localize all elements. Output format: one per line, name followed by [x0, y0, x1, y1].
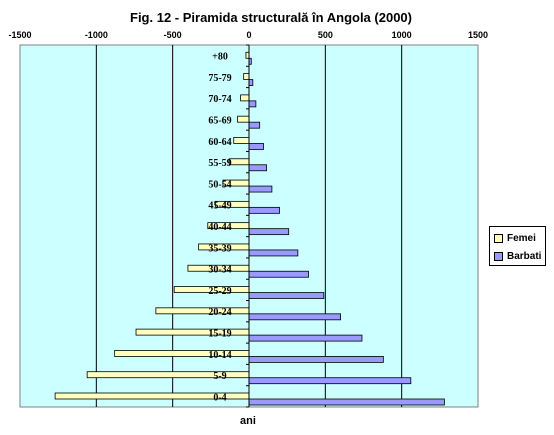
bar-barbati — [248, 185, 273, 193]
x-tick-label: 1500 — [468, 30, 488, 40]
bar-femei — [155, 307, 250, 315]
bar-femei — [228, 158, 250, 166]
bar-barbati — [248, 100, 257, 108]
legend-label-barbati: Barbati — [507, 250, 542, 262]
y-tick-label: 15-19 — [208, 328, 231, 339]
bar-femei — [240, 94, 250, 102]
bar-barbati — [248, 313, 341, 321]
bar-barbati — [248, 228, 290, 236]
y-tick-label: 25-29 — [208, 286, 231, 297]
x-tick-labels: -1500 -1000 -500 0 500 1000 1500 — [8, 30, 488, 40]
y-tick-label: 35-39 — [208, 243, 231, 254]
bar-barbati — [248, 121, 261, 129]
bar-barbati — [248, 292, 325, 299]
y-tick-label: 20-24 — [208, 307, 231, 318]
y-tick-label: 55-59 — [208, 158, 231, 169]
y-tick-label: 65-69 — [208, 116, 231, 127]
bar-barbati — [248, 334, 363, 342]
legend-item-barbati: Barbati — [494, 249, 541, 263]
y-tick-label: 50-54 — [208, 179, 231, 190]
bar-barbati — [248, 143, 264, 150]
bar-barbati — [248, 164, 267, 172]
y-tick-label: 10-14 — [208, 350, 231, 361]
bar-barbati — [248, 270, 309, 278]
bar-barbati — [248, 79, 254, 86]
legend-swatch-femei — [494, 233, 503, 243]
y-tick-labels: 0-4 5-9 10-14 15-19 20-24 25-29 30-34 35-39 40-4… — [208, 52, 231, 404]
x-tick-label: -500 — [164, 30, 182, 40]
x-tick-label: 0 — [246, 30, 251, 40]
bar-femei — [237, 115, 250, 123]
y-tick-label: 45-49 — [208, 201, 231, 212]
bar-barbati — [248, 398, 445, 406]
chart-title: Fig. 12 - Piramida structurală în Angola… — [130, 10, 412, 25]
y-tick-label: 60-64 — [208, 137, 231, 148]
grid-lines — [95, 45, 403, 407]
x-tick-label: 500 — [318, 30, 333, 40]
bar-barbati — [248, 249, 299, 257]
y-tick-label: 0-4 — [213, 392, 226, 403]
x-axis-label: ani — [240, 415, 256, 427]
x-tick-label: -1500 — [8, 30, 31, 40]
y-tick-label: 40-44 — [208, 222, 231, 233]
bar-barbati — [248, 206, 280, 214]
bar-barbati — [248, 377, 412, 385]
legend: Femei Barbati — [489, 226, 546, 266]
axes — [246, 44, 250, 408]
legend-label-femei: Femei — [507, 232, 536, 244]
bar-femei — [135, 328, 250, 336]
y-tick-label: 5-9 — [213, 371, 226, 382]
bar-femei — [243, 73, 250, 80]
legend-swatch-barbati — [494, 251, 503, 261]
bar-femei — [233, 137, 250, 144]
x-tick-label: 1000 — [392, 30, 412, 40]
y-tick-label: 75-79 — [208, 73, 231, 84]
x-tick-label: -1000 — [85, 30, 108, 40]
legend-item-femei: Femei — [494, 231, 536, 245]
y-tick-label: 70-74 — [208, 94, 231, 105]
bar-barbati — [248, 356, 384, 363]
y-tick-label: 30-34 — [208, 265, 231, 276]
y-tick-label: +80 — [212, 52, 228, 63]
